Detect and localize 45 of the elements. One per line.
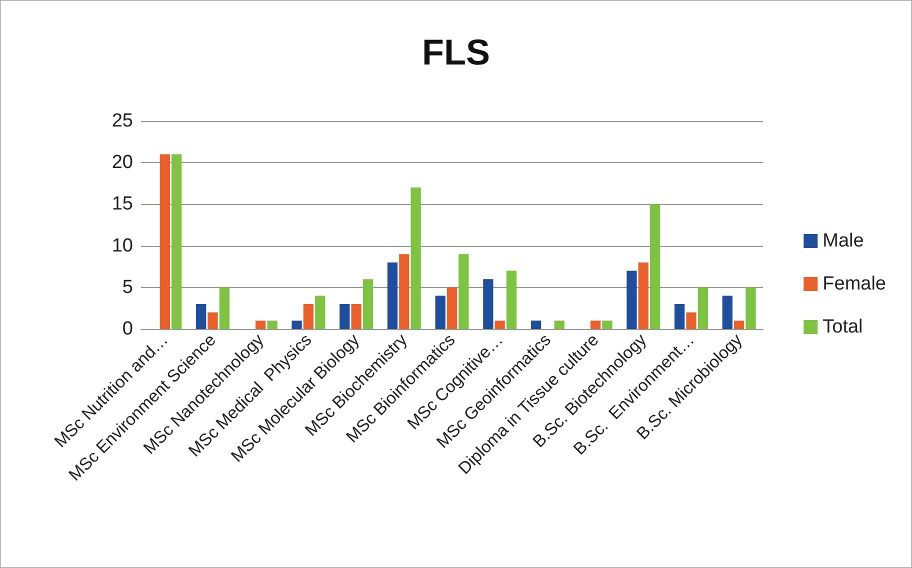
- bar: [650, 204, 660, 329]
- bar: [506, 270, 517, 329]
- bar: [446, 287, 458, 329]
- legend-label: Total: [822, 316, 863, 338]
- bar: [315, 296, 326, 329]
- bar: [722, 296, 732, 329]
- bar: [292, 320, 302, 329]
- y-tick-label: 20: [112, 152, 133, 174]
- y-tick-label: 25: [112, 110, 133, 132]
- bar: [208, 312, 218, 329]
- bar: [530, 320, 542, 329]
- legend-label: Male: [822, 230, 864, 252]
- bar: [734, 320, 744, 329]
- bar: [256, 320, 266, 329]
- bar: [435, 296, 446, 329]
- bar: [160, 154, 170, 329]
- bar: [340, 304, 350, 329]
- y-tick-label: 0: [122, 318, 133, 340]
- bar: [303, 304, 314, 329]
- bar: [172, 154, 182, 329]
- bar: [399, 254, 410, 329]
- y-tick-label: 10: [112, 235, 133, 256]
- bar: [387, 262, 398, 329]
- bar: [483, 279, 494, 329]
- bar: [554, 320, 564, 329]
- y-tick-label: 5: [122, 276, 133, 298]
- y-tick-label: 15: [112, 194, 133, 215]
- bar: [626, 270, 637, 329]
- legend-label: Female: [822, 274, 886, 294]
- bar: [196, 304, 206, 329]
- bar: [362, 279, 374, 329]
- bar: [686, 312, 696, 329]
- bar: [351, 304, 362, 329]
- bar: [698, 287, 708, 329]
- chart-title: FLS: [422, 32, 490, 72]
- bar: [746, 287, 756, 329]
- bar: [590, 320, 601, 329]
- bar: [602, 320, 612, 329]
- bar: [410, 188, 421, 329]
- bar: [219, 287, 230, 329]
- bar: [638, 262, 648, 329]
- bar: [674, 304, 685, 329]
- bar: [458, 254, 469, 329]
- bar: [494, 320, 505, 329]
- bar: [267, 320, 278, 329]
